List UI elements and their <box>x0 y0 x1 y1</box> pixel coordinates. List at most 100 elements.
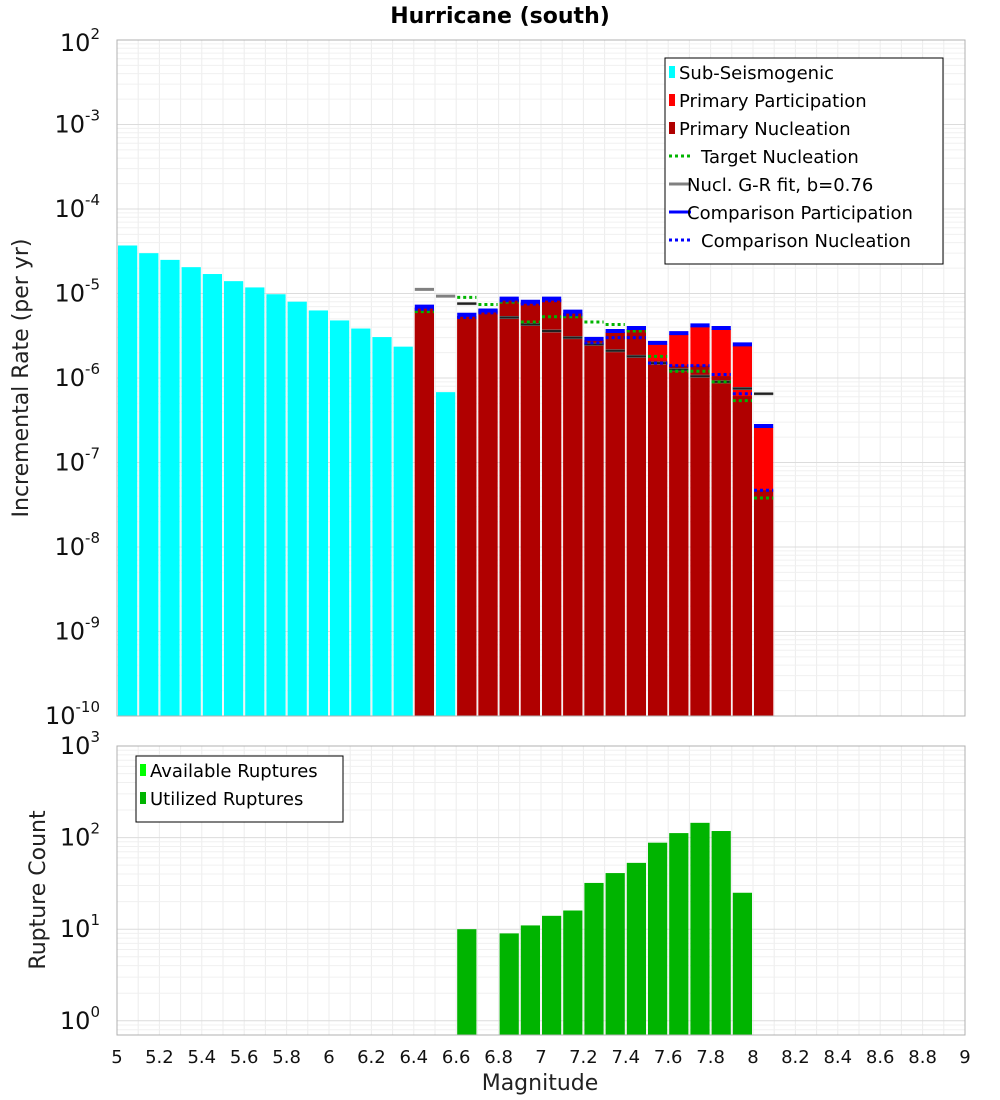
y-tick-label: 10-9 <box>54 614 100 646</box>
y-tick-label: 10-10 <box>45 698 100 730</box>
top-y-tick-labels: 10-10 10-9 10-8 10-7 10-6 10-5 10-4 10-3 102 <box>45 25 100 730</box>
legend-swatch <box>669 122 675 134</box>
primary-nucleation-bar <box>605 332 625 716</box>
legend-swatch <box>669 66 675 78</box>
sub-seismogenic-bar <box>372 337 392 716</box>
legend-entry-label: Comparison Nucleation <box>701 231 911 252</box>
y-tick-label: 10-4 <box>54 191 100 223</box>
sub-seismogenic-bar <box>308 310 328 716</box>
chart-title: Hurricane (south) <box>390 4 610 29</box>
x-tick-label: 6.6 <box>442 1047 471 1068</box>
y-tick-label: 10-3 <box>54 107 100 139</box>
y-tick-label: 101 <box>60 911 100 943</box>
primary-nucleation-bar <box>690 365 710 716</box>
legend-swatch <box>669 94 675 106</box>
y-tick-label: 103 <box>60 728 100 760</box>
legend-entry-label: Primary Participation <box>679 91 867 112</box>
x-tick-label: 8 <box>747 1047 758 1068</box>
x-tick-label: 7.4 <box>611 1047 640 1068</box>
x-tick-label: 9 <box>959 1047 970 1068</box>
utilized-ruptures-bar <box>542 915 562 1035</box>
y-tick-label: 10-7 <box>54 445 100 477</box>
y-tick-label: 10-5 <box>54 276 100 308</box>
x-tick-label: 8.4 <box>823 1047 852 1068</box>
y-tick-label: 10-8 <box>54 529 100 561</box>
primary-nucleation-bar <box>499 299 519 716</box>
sub-seismogenic-bar <box>160 259 180 716</box>
x-tick-label: 5.4 <box>187 1047 216 1068</box>
y-tick-label: 10-6 <box>54 360 100 392</box>
utilized-ruptures-bar <box>626 862 646 1035</box>
sub-seismogenic-bar <box>181 267 201 716</box>
x-tick-labels: 5 5.2 5.4 5.6 5.8 6 6.2 6.4 6.6 6.8 7 7.2 7.4 7.6 7.8 8… <box>111 1047 970 1068</box>
x-tick-label: 7 <box>535 1047 546 1068</box>
top-bars <box>118 245 774 717</box>
top-legend: Sub-Seismogenic Primary Participation Prim… <box>664 57 944 265</box>
top-panel: 10-10 10-9 10-8 10-7 10-6 10-5 10-4 10-3 102 Inc… <box>9 25 966 730</box>
legend-box <box>664 57 944 265</box>
sub-seismogenic-bar <box>224 281 244 716</box>
utilized-ruptures-bar <box>499 933 519 1035</box>
primary-nucleation-bar <box>414 307 434 716</box>
x-tick-label: 7.8 <box>696 1047 725 1068</box>
legend-entry-label: Nucl. G-R fit, b=0.76 <box>687 175 873 196</box>
primary-nucleation-bar <box>478 311 498 716</box>
x-tick-label: 6.2 <box>357 1047 386 1068</box>
primary-nucleation-bar <box>457 316 477 716</box>
sub-seismogenic-bar <box>202 274 222 716</box>
bottom-plot-frame <box>116 745 966 1036</box>
top-plot-frame <box>116 39 966 717</box>
utilized-ruptures-bar <box>520 925 540 1035</box>
primary-nucleation-bar <box>563 312 583 716</box>
legend-entry-label: Utilized Ruptures <box>150 789 303 810</box>
top-line-markers <box>414 287 774 500</box>
legend-swatch <box>140 792 146 804</box>
y-tick-label: 102 <box>60 820 100 852</box>
utilized-ruptures-bar <box>711 831 731 1035</box>
top-y-axis-label: Incremental Rate (per yr) <box>9 239 34 518</box>
legend-entry-label: Comparison Participation <box>687 203 913 224</box>
sub-seismogenic-bar <box>266 294 286 716</box>
primary-nucleation-bar <box>542 299 562 716</box>
legend-swatch <box>140 764 146 776</box>
x-tick-label: 8.2 <box>781 1047 810 1068</box>
x-tick-label: 8.6 <box>866 1047 895 1068</box>
legend-box <box>135 755 344 823</box>
sub-seismogenic-bar <box>139 253 159 716</box>
utilized-ruptures-bar <box>732 892 752 1035</box>
x-tick-label: 6.8 <box>484 1047 513 1068</box>
utilized-ruptures-bar <box>648 842 668 1035</box>
y-tick-label: 100 <box>60 1003 100 1035</box>
sub-seismogenic-bar <box>118 245 138 717</box>
x-tick-label: 5.2 <box>145 1047 174 1068</box>
utilized-ruptures-bar <box>457 929 477 1035</box>
x-tick-label: 8.8 <box>908 1047 937 1068</box>
primary-nucleation-bar <box>648 360 668 716</box>
primary-nucleation-bar <box>732 396 752 716</box>
legend-entry-label: Primary Nucleation <box>679 119 851 140</box>
sub-seismogenic-bar <box>245 287 265 716</box>
primary-nucleation-bar <box>626 329 646 716</box>
primary-nucleation-bar <box>669 365 689 716</box>
sub-seismogenic-bar <box>287 301 307 716</box>
x-axis-label: Magnitude <box>482 1071 599 1096</box>
utilized-ruptures-bar <box>669 833 689 1035</box>
x-tick-label: 6.4 <box>399 1047 428 1068</box>
utilized-ruptures-bar <box>605 873 625 1035</box>
x-tick-label: 5 <box>111 1047 122 1068</box>
utilized-ruptures-bar <box>690 822 710 1035</box>
primary-nucleation-bar <box>520 302 540 716</box>
sub-seismogenic-bar <box>330 320 350 716</box>
bottom-y-axis-label: Rupture Count <box>26 810 51 970</box>
primary-nucleation-bar <box>754 490 774 716</box>
bottom-panel: 100 101 102 103 5 5.2 5.4 5.6 5.8 6 6.2 6.4 6.6 6.8 7… <box>26 728 971 1096</box>
sub-seismogenic-bar <box>393 346 413 716</box>
x-tick-label: 6 <box>323 1047 334 1068</box>
bottom-y-tick-labels: 100 101 102 103 <box>60 728 100 1035</box>
x-tick-label: 7.2 <box>569 1047 598 1068</box>
sub-seismogenic-bar <box>436 392 456 716</box>
primary-nucleation-bar <box>584 340 604 716</box>
legend-entry-label: Available Ruptures <box>150 761 318 782</box>
primary-nucleation-bar <box>711 376 731 716</box>
